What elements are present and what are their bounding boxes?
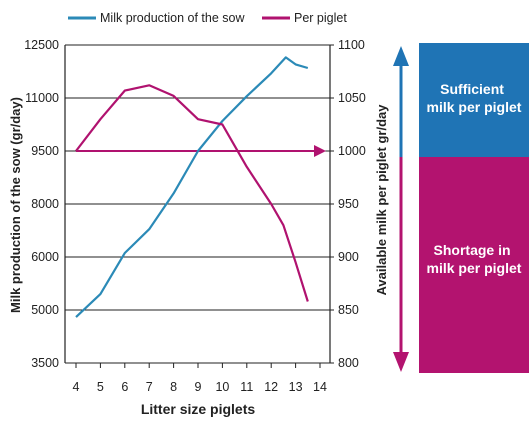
x-tick-label: 6 <box>121 380 128 394</box>
y-axis-right-label: Available milk per piglet gr/day <box>374 104 389 296</box>
x-tick-label: 13 <box>289 380 303 394</box>
y-left-tick-label: 9500 <box>31 144 59 158</box>
grid-lines: 3500 800 5000 850 6000 900 8000 950 9500 1000 1100… <box>24 38 366 394</box>
y-right-tick-label: 850 <box>338 303 359 317</box>
x-tick-label: 5 <box>97 380 104 394</box>
shortage-text: Shortage in milk per piglet <box>427 242 522 276</box>
shortage-text-line-1: Shortage in <box>434 242 511 258</box>
y-left-tick-label: 3500 <box>31 356 59 370</box>
legend-label-piglet: Per piglet <box>294 11 347 25</box>
series-lines <box>75 56 309 318</box>
x-tick-label: 14 <box>313 380 327 394</box>
y-axis-left-label: Milk production of the sow (gr/day) <box>8 97 23 313</box>
x-tick-label: 10 <box>215 380 229 394</box>
y-left-tick-label: 11000 <box>25 91 59 105</box>
y-right-tick-label: 1000 <box>338 144 366 158</box>
x-tick-label: 11 <box>240 380 253 394</box>
sufficient-text: Sufficient milk per piglet <box>427 81 522 115</box>
y-left-tick-label: 5000 <box>31 303 59 317</box>
series-line-sow <box>75 56 309 318</box>
arrow-down-head <box>393 352 409 372</box>
range-arrow <box>393 46 409 372</box>
sufficient-text-line-1: Sufficient <box>440 81 504 97</box>
y-right-tick-label: 1100 <box>338 38 365 52</box>
x-tick-label: 9 <box>195 380 202 394</box>
sufficient-text-line-2: milk per piglet <box>427 99 522 115</box>
reference-arrow-head <box>314 145 326 157</box>
arrow-up-head <box>393 46 409 66</box>
y-right-tick-label: 950 <box>338 197 359 211</box>
legend-label-sow: Milk production of the sow <box>100 11 245 25</box>
x-tick-label: 8 <box>170 380 177 394</box>
shortage-text-line-2: milk per piglet <box>427 260 522 276</box>
y-left-tick-label: 12500 <box>24 38 59 52</box>
sufficient-panel <box>419 43 529 157</box>
series-line-piglet <box>75 84 309 302</box>
x-tick-label: 7 <box>146 380 153 394</box>
y-right-tick-label: 900 <box>338 250 359 264</box>
y-left-tick-label: 6000 <box>31 250 59 264</box>
x-tick-label: 12 <box>264 380 278 394</box>
legend: Milk production of the sow Per piglet <box>68 11 347 25</box>
y-right-tick-label: 800 <box>338 356 359 370</box>
y-right-tick-label: 1050 <box>338 91 366 105</box>
x-tick-label: 4 <box>73 380 80 394</box>
x-axis-label: Litter size piglets <box>141 401 256 417</box>
shortage-panel <box>419 157 529 373</box>
y-left-tick-label: 8000 <box>31 197 59 211</box>
